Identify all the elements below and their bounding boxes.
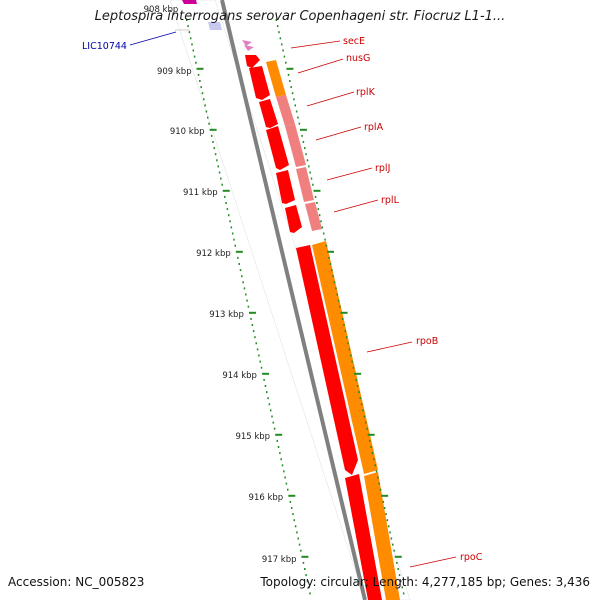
tick-label: 913 kbp	[209, 310, 244, 320]
rna-bar-rplK	[276, 95, 295, 126]
callout-line-rplL	[333, 199, 379, 213]
topology-summary: Topology: circular; Length: 4,277,185 bp…	[260, 575, 590, 589]
accession-text: Accession: NC_005823	[8, 575, 145, 589]
callout-line-rplJ	[326, 167, 373, 181]
map-title: Leptospira interrogans serovar Copenhage…	[94, 9, 506, 24]
gene-label-secE: secE	[343, 36, 365, 47]
callout-line-rplA	[315, 126, 362, 141]
cds-arrow-nusG	[249, 66, 270, 100]
rna-bar-rplJ	[296, 167, 314, 202]
tick-label: 912 kbp	[196, 249, 231, 259]
tick-label: 908 kbp	[144, 5, 179, 15]
tick-label: 915 kbp	[235, 432, 270, 442]
cds-arrow-rplL	[285, 205, 302, 233]
gene-label-rplJ: rplJ	[375, 163, 390, 174]
pink-chevron-1	[242, 40, 252, 46]
cds-arrow-rplA	[266, 126, 289, 170]
tick-ruler-right	[275, 19, 405, 595]
lic-callout-label: LIC10744	[82, 41, 127, 52]
rna-bar-rplL	[305, 202, 322, 231]
gene-bar-rpoB	[312, 241, 378, 474]
tick-label: 914 kbp	[222, 371, 257, 381]
callout-line-secE	[290, 40, 341, 49]
cds-arrow-rpoB	[296, 245, 358, 475]
gene-label-rpoB: rpoB	[416, 336, 438, 347]
gene-label-rplA: rplA	[364, 122, 384, 133]
gene-callouts	[290, 40, 457, 568]
blue-feature	[208, 22, 222, 30]
callout-line-nusG	[297, 58, 344, 74]
callout-line-rplK	[306, 91, 355, 107]
pink-chevron-2	[244, 45, 254, 51]
cds-arrow-rplK	[259, 99, 278, 128]
tick-labels: 908 kbp 909 kbp 910 kbp 911 kbp 912 kbp 913 k…	[144, 5, 297, 565]
tick-ruler-left	[186, 19, 311, 595]
gene-label-rpoC: rpoC	[460, 552, 483, 563]
gene-label-nusG: nusG	[346, 53, 370, 64]
tick-label: 909 kbp	[157, 67, 192, 77]
gene-bar-rpoC	[364, 472, 400, 600]
backbone-line	[220, 0, 367, 600]
tick-label: 911 kbp	[183, 188, 218, 198]
tick-label: 917 kbp	[262, 555, 297, 565]
rna-bar-rplA	[285, 124, 306, 167]
callout-line-rpoC	[409, 556, 457, 568]
gene-label-rplK: rplK	[356, 87, 376, 98]
cds-arrow-rplJ	[276, 170, 295, 204]
lic-callout-line	[129, 31, 177, 46]
tick-label: 916 kbp	[249, 493, 284, 503]
gene-bar-nusG	[266, 60, 286, 97]
magenta-feature	[182, 0, 197, 4]
tick-label: 910 kbp	[170, 127, 205, 137]
cds-arrow-secE	[245, 55, 260, 68]
callout-line-rpoB	[366, 341, 413, 353]
gene-label-rplL: rplL	[381, 195, 400, 206]
cds-arrow-rpoC	[345, 474, 382, 600]
